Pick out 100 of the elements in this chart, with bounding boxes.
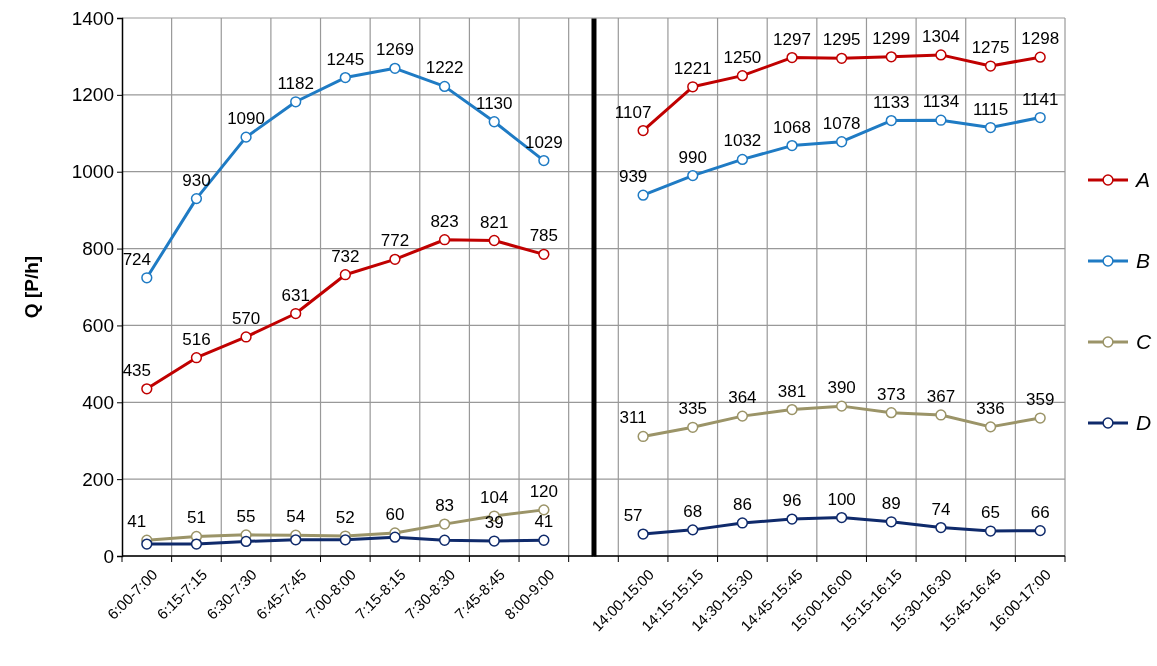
point xyxy=(885,114,897,127)
point xyxy=(438,234,451,246)
data-label: 1245 xyxy=(326,49,365,69)
point xyxy=(389,62,401,74)
data-label: 96 xyxy=(782,491,802,511)
data-label: 39 xyxy=(484,513,504,533)
data-label: 336 xyxy=(976,398,1005,418)
data-label: 74 xyxy=(931,499,951,519)
point xyxy=(836,400,848,412)
point xyxy=(190,352,203,364)
data-label: 54 xyxy=(286,507,306,527)
point xyxy=(290,534,302,546)
point xyxy=(538,534,550,546)
data-label: 1182 xyxy=(277,73,314,93)
point xyxy=(885,407,897,419)
legend-label: C xyxy=(1136,330,1152,353)
y-tick-label: 200 xyxy=(82,468,114,490)
data-label: 51 xyxy=(186,508,206,528)
data-label: 60 xyxy=(385,504,405,524)
point xyxy=(836,52,848,64)
point xyxy=(687,524,699,536)
point xyxy=(736,153,749,166)
data-label: 930 xyxy=(182,170,211,190)
point xyxy=(488,116,500,128)
data-label: 1304 xyxy=(922,26,960,46)
data-label: 120 xyxy=(529,481,559,501)
data-label: 1115 xyxy=(972,99,1009,119)
data-label: 65 xyxy=(981,503,1001,523)
data-label: 367 xyxy=(926,386,956,406)
data-label: 1068 xyxy=(773,117,811,137)
point xyxy=(1034,412,1046,424)
data-label: 631 xyxy=(281,285,310,305)
data-label: 311 xyxy=(619,408,647,428)
data-label: 373 xyxy=(877,384,906,404)
data-label: 1250 xyxy=(723,47,762,67)
data-label: 1299 xyxy=(872,28,911,48)
data-label: 435 xyxy=(122,360,151,380)
point xyxy=(687,421,699,433)
point xyxy=(836,511,848,524)
point xyxy=(538,154,550,167)
data-label: 939 xyxy=(618,167,648,187)
data-label: 732 xyxy=(331,246,360,266)
data-label: 990 xyxy=(678,147,707,167)
data-label: 83 xyxy=(435,496,455,516)
y-tick-label: 1000 xyxy=(71,161,114,183)
y-tick-label: 600 xyxy=(82,315,114,337)
point xyxy=(786,139,798,152)
data-label: 1297 xyxy=(773,29,811,49)
data-label: 1269 xyxy=(376,40,414,60)
point xyxy=(637,124,649,137)
data-label: 1130 xyxy=(475,93,513,113)
point xyxy=(736,70,749,82)
point xyxy=(885,51,897,63)
point xyxy=(736,410,749,422)
data-label: 1134 xyxy=(922,92,960,112)
point xyxy=(984,60,997,72)
data-label: 104 xyxy=(480,488,509,508)
data-label: 1090 xyxy=(227,109,265,129)
data-label: 57 xyxy=(623,506,643,526)
point xyxy=(488,234,500,247)
y-tick-label: 1400 xyxy=(71,7,114,29)
point xyxy=(438,518,451,530)
point xyxy=(438,534,451,546)
data-label: 390 xyxy=(827,378,856,398)
point xyxy=(984,421,997,433)
data-label: 724 xyxy=(122,249,151,269)
point xyxy=(389,253,401,265)
data-label: 86 xyxy=(732,494,752,514)
data-label: 1295 xyxy=(822,30,861,50)
point xyxy=(1034,51,1046,63)
data-label: 1298 xyxy=(1021,29,1060,49)
data-label: 55 xyxy=(236,506,256,526)
data-label: 66 xyxy=(1030,502,1050,522)
data-label: 1078 xyxy=(822,113,861,133)
point xyxy=(339,269,351,281)
point xyxy=(190,192,203,205)
point xyxy=(141,383,153,395)
point xyxy=(240,331,252,343)
data-label: 821 xyxy=(480,212,509,232)
data-label: 1222 xyxy=(425,58,464,78)
data-label: 785 xyxy=(529,226,559,246)
point xyxy=(786,513,798,525)
data-label: 1029 xyxy=(524,132,563,152)
point xyxy=(786,51,798,64)
point xyxy=(1034,111,1046,124)
point xyxy=(141,272,153,284)
point xyxy=(339,71,351,84)
data-label: 1032 xyxy=(723,131,762,151)
data-label: 823 xyxy=(430,211,459,231)
data-label: 1107 xyxy=(614,102,652,122)
data-label: 41 xyxy=(127,512,147,532)
point xyxy=(290,307,302,320)
y-tick-label: 1200 xyxy=(71,84,114,106)
point xyxy=(538,504,550,516)
data-label: 516 xyxy=(182,329,211,349)
point xyxy=(538,248,550,260)
point xyxy=(389,531,401,543)
data-label: 772 xyxy=(380,231,410,251)
point xyxy=(438,80,451,93)
point xyxy=(836,136,848,148)
